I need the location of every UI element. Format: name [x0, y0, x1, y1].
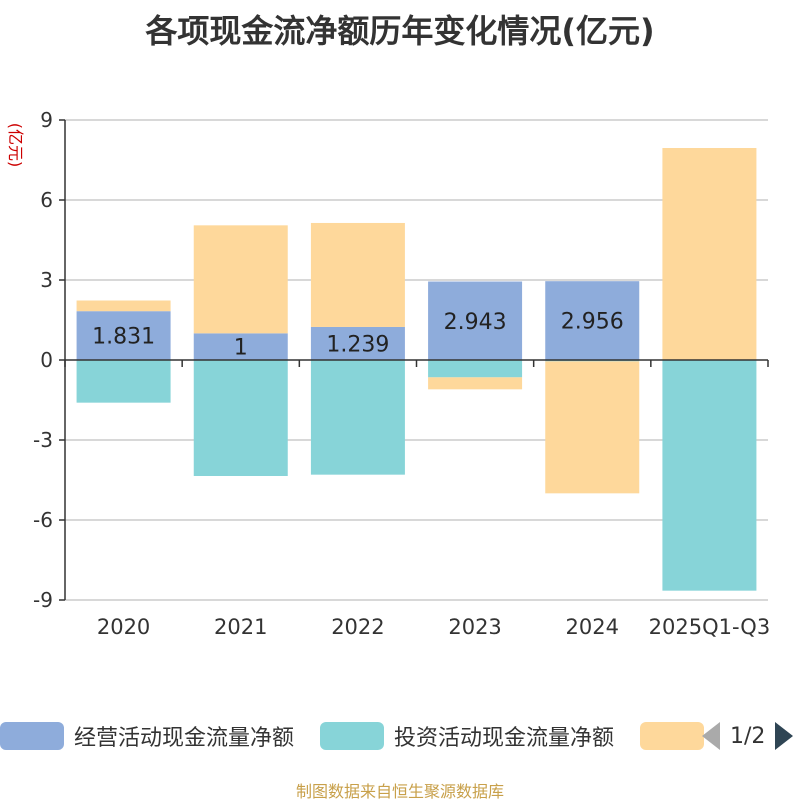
data-label: 2.943 — [444, 310, 507, 335]
bar-operating[interactable] — [310, 326, 405, 360]
bar-investing[interactable] — [193, 360, 288, 476]
bar-investing[interactable] — [662, 360, 757, 591]
x-tick-label: 2020 — [97, 615, 150, 639]
legend-swatch-investing — [320, 722, 384, 750]
source-note: 制图数据来自恒生聚源数据库 — [295, 782, 504, 801]
legend-swatch-third — [640, 722, 704, 750]
x-tick-label: 2024 — [566, 615, 619, 639]
y-tick-label: -9 — [33, 588, 53, 612]
y-tick-label: 0 — [40, 348, 53, 372]
bar-third[interactable] — [76, 300, 171, 312]
data-label: 1 — [234, 336, 248, 361]
bar-operating[interactable] — [76, 311, 171, 360]
bar-operating[interactable] — [193, 333, 288, 360]
data-label: 1.239 — [326, 332, 389, 357]
y-tick-label: 6 — [40, 188, 53, 212]
bar-investing[interactable] — [310, 360, 405, 475]
x-tick-label: 2023 — [448, 615, 501, 639]
x-tick-label: 2022 — [331, 615, 384, 639]
legend-label-operating: 经营活动现金流量净额 — [74, 726, 295, 751]
y-axis-label: (亿元) — [6, 123, 25, 168]
chart-title: 各项现金流净额历年变化情况(亿元) — [145, 12, 655, 50]
data-labels: 1.831 1 1.239 2.943 2.956 — [92, 310, 624, 361]
bar-third[interactable] — [545, 361, 640, 494]
pager-text: 1/2 — [730, 723, 766, 749]
bar-investing[interactable] — [428, 360, 523, 378]
data-label: 2.956 — [561, 310, 624, 335]
legend-item-operating[interactable]: 经营活动现金流量净额 — [0, 716, 294, 756]
bar-operating[interactable] — [428, 281, 523, 360]
bar-operating[interactable] — [545, 281, 640, 360]
x-tick-label: 2025Q1-Q3 — [649, 615, 771, 639]
legend: 经营活动现金流量净额 投资活动现金流量净额 1/2 — [0, 716, 800, 756]
pager-next-icon[interactable] — [775, 722, 794, 750]
bar-third[interactable] — [428, 377, 523, 390]
legend-label-investing: 投资活动现金流量净额 — [394, 726, 615, 751]
bar-investing[interactable] — [76, 360, 171, 403]
bar-third[interactable] — [193, 225, 288, 334]
y-tick-label: -6 — [33, 508, 53, 532]
y-tick-label: -3 — [33, 428, 53, 452]
legend-item-third[interactable] — [640, 716, 704, 756]
grid-lines — [65, 119, 768, 601]
axes: -9 -6 -3 0 3 6 9 2020 2021 2022 2023 2024 2025Q1-Q3 — [33, 108, 770, 639]
bars — [76, 148, 757, 591]
y-tick-label: 9 — [40, 108, 53, 132]
x-tick-label: 2021 — [214, 615, 267, 639]
legend-swatch-operating — [0, 722, 64, 750]
bar-third[interactable] — [662, 148, 757, 360]
data-label: 1.831 — [92, 325, 155, 350]
pager-prev-icon[interactable] — [702, 722, 720, 750]
y-tick-label: 3 — [40, 268, 53, 292]
bar-third[interactable] — [310, 222, 405, 327]
legend-item-investing[interactable]: 投资活动现金流量净额 — [320, 716, 614, 756]
legend-pager: 1/2 — [702, 716, 794, 756]
